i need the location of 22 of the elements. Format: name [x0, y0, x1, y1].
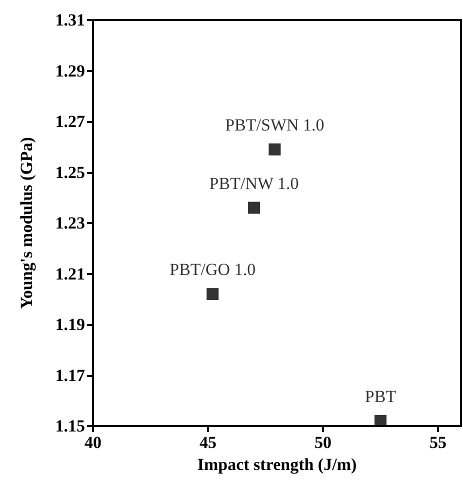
series-label: PBT/GO 1.0	[170, 260, 256, 280]
y-tick-label: 1.15	[55, 416, 85, 436]
x-tick-label: 45	[200, 433, 216, 452]
y-axis-title: Young's modulus (GPa)	[17, 137, 36, 309]
y-tick-label: 1.29	[55, 61, 85, 80]
point	[268, 143, 281, 156]
point	[248, 202, 260, 214]
x-tick-label: 40	[84, 433, 102, 452]
y-tick-label: 1.23	[55, 214, 85, 232]
y-tick-label: 1.31	[55, 10, 85, 30]
y-tick-label: 1.19	[55, 315, 85, 334]
y-tick-label: 1.27	[55, 112, 86, 131]
y-tick-label: 1.17	[55, 366, 86, 385]
y-tick-label: 1.21	[55, 264, 85, 284]
x-axis-title: Impact strength (J/m)	[197, 454, 357, 474]
x-tick-label: 50	[314, 433, 332, 452]
point	[206, 288, 219, 300]
series-label: PBT/SWN 1.0	[225, 115, 324, 134]
series-label: PBT	[364, 386, 397, 406]
y-tick-label: 1.25	[55, 162, 85, 182]
x-tick-label: 55	[430, 433, 446, 452]
series-label: PBT/NW 1.0	[209, 174, 299, 193]
